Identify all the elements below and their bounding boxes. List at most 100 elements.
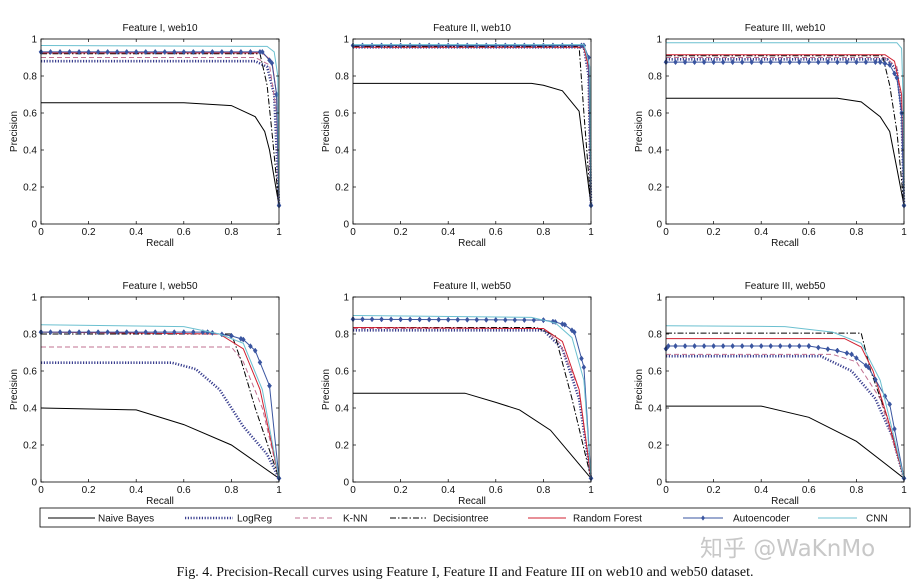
y-tick-label: 0.6	[648, 109, 662, 120]
subplot-title: Feature II, web50	[433, 281, 511, 292]
x-tick-label: 0.8	[849, 227, 863, 238]
subplot-1: 0 0.2 0.4 0.6 0.8 1 0 0.2 0.4 0.6 0.8 1 Feature I, w…	[9, 23, 282, 249]
autoencoder-marker	[86, 329, 91, 336]
autoencoder-marker	[581, 364, 587, 371]
autoencoder-marker	[522, 317, 527, 324]
legend-item-k-nn: K-NN	[295, 514, 367, 525]
series-line-cnn	[666, 42, 905, 206]
autoencoder-marker	[426, 316, 432, 323]
autoencoder-marker	[512, 316, 518, 323]
autoencoder-marker	[892, 70, 897, 77]
autoencoder-marker	[673, 59, 678, 66]
autoencoder-marker	[257, 359, 263, 366]
autoencoder-marker	[248, 48, 253, 55]
axes-frame	[352, 38, 592, 225]
autoencoder-marker	[143, 329, 149, 336]
autoencoder-marker	[758, 343, 764, 350]
y-axis-label: Precision	[634, 369, 645, 410]
x-tick-label: 1	[276, 227, 282, 238]
y-tick-label: 1	[656, 35, 662, 46]
autoencoder-marker	[569, 327, 575, 334]
subplot-title: Feature I, web50	[122, 281, 197, 292]
autoencoder-marker	[133, 48, 139, 55]
x-axis-label: Recall	[146, 496, 174, 507]
y-tick-label: 0.6	[23, 367, 37, 378]
legend-label: Autoencoder	[733, 514, 790, 525]
autoencoder-marker	[360, 316, 365, 323]
subplot-5: 0 0.2 0.4 0.6 0.8 1 0 0.2 0.4 0.6 0.8 1 Feature II, …	[321, 281, 594, 507]
y-axis-label: Precision	[9, 111, 20, 152]
autoencoder-marker	[248, 343, 253, 350]
autoencoder-marker	[455, 316, 461, 323]
autoencoder-marker	[388, 316, 394, 323]
series-line-random-forest	[41, 331, 280, 479]
autoencoder-marker	[379, 316, 384, 323]
y-tick-label: 0.8	[335, 72, 349, 83]
autoencoder-marker	[882, 60, 888, 67]
x-tick-label: 0.6	[177, 227, 191, 238]
x-tick-label: 0.6	[802, 485, 816, 496]
autoencoder-marker	[701, 343, 707, 350]
x-tick-label: 0.6	[489, 227, 503, 238]
axes-frame	[40, 296, 280, 483]
axes-frame	[665, 38, 905, 225]
legend-label: LogReg	[237, 514, 272, 525]
autoencoder-marker	[143, 48, 149, 55]
series-line-decisiontree	[41, 333, 280, 479]
autoencoder-marker	[854, 59, 859, 66]
autoencoder-marker	[835, 347, 840, 354]
series-line-k-nn	[666, 57, 905, 206]
autoencoder-marker	[152, 329, 158, 336]
autoencoder-marker	[162, 329, 168, 336]
legend-marker	[701, 515, 705, 521]
autoencoder-marker	[887, 401, 893, 408]
autoencoder-marker	[844, 59, 850, 66]
autoencoder-marker	[796, 59, 802, 66]
autoencoder-marker	[720, 343, 726, 350]
x-tick-label: 1	[588, 485, 594, 496]
series-line-autoencoder	[666, 61, 905, 206]
y-tick-label: 0	[31, 478, 37, 489]
series-line-random-forest	[666, 338, 905, 479]
autoencoder-marker	[133, 329, 139, 336]
autoencoder-marker	[267, 57, 272, 64]
autoencoder-marker	[673, 343, 678, 350]
autoencoder-marker	[474, 316, 480, 323]
y-tick-label: 0	[343, 478, 349, 489]
autoencoder-marker	[464, 316, 470, 323]
autoencoder-marker	[483, 316, 489, 323]
autoencoder-marker	[758, 59, 764, 66]
autoencoder-marker	[86, 48, 91, 55]
y-tick-label: 0.8	[648, 72, 662, 83]
autoencoder-marker	[503, 316, 508, 323]
autoencoder-marker	[787, 59, 793, 66]
autoencoder-marker	[777, 343, 783, 350]
series-line-naive-bayes	[666, 97, 905, 206]
legend-label: CNN	[866, 514, 888, 525]
legend-item-autoencoder: Autoencoder	[683, 514, 790, 525]
y-tick-label: 0.6	[648, 367, 662, 378]
series-line-k-nn	[41, 346, 280, 479]
x-tick-label: 0	[663, 227, 669, 238]
y-axis-label: Precision	[634, 111, 645, 152]
series-line-decisiontree	[41, 53, 280, 206]
autoencoder-marker	[749, 343, 754, 350]
legend: Naive Bayes LogReg K-NN Decisiontree Random …	[39, 507, 911, 528]
y-tick-label: 0.4	[335, 404, 349, 415]
autoencoder-marker	[835, 59, 840, 66]
autoencoder-marker	[240, 336, 246, 343]
series-line-logreg	[41, 361, 281, 479]
y-tick-label: 0.4	[23, 404, 37, 415]
autoencoder-marker	[711, 59, 716, 66]
autoencoder-marker	[124, 329, 129, 336]
x-tick-label: 1	[276, 485, 282, 496]
y-tick-label: 0	[343, 220, 349, 231]
autoencoder-marker	[171, 48, 177, 55]
legend-item-naive-bayes: Naive Bayes	[48, 514, 154, 525]
autoencoder-marker	[417, 316, 422, 323]
series-line-k-nn	[666, 353, 905, 479]
series-line-naive-bayes	[353, 392, 592, 479]
y-tick-label: 0.6	[23, 109, 37, 120]
y-tick-label: 1	[31, 35, 37, 46]
